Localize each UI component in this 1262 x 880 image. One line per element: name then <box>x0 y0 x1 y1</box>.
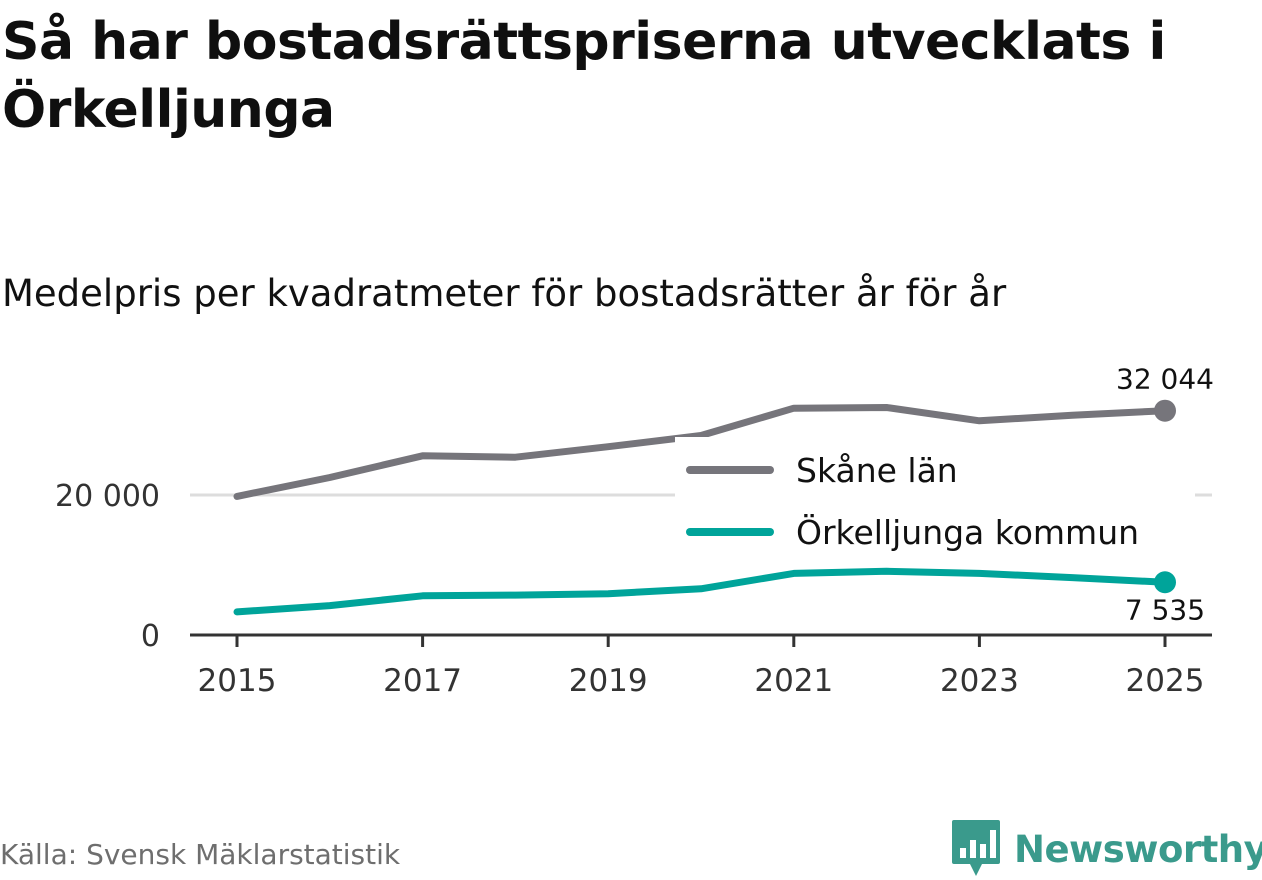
end-label-skane: 32 044 <box>1116 363 1214 396</box>
series-end-dot-0 <box>1154 399 1176 422</box>
x-tick-label: 2019 <box>569 663 648 699</box>
x-tick-label: 2017 <box>383 663 462 699</box>
x-tick-label: 2021 <box>754 663 833 699</box>
series-line-1 <box>233 567 1169 616</box>
brand: Newsworthy <box>950 818 1262 880</box>
chart-title: Så har bostadsrättspriserna utvecklats i… <box>2 12 1166 140</box>
line-chart: 0 20 000 Skåne län Örkelljunga kommun 32 0… <box>55 363 1214 699</box>
x-tick-label: 2023 <box>940 663 1019 699</box>
legend-label: Örkelljunga kommun <box>796 512 1139 552</box>
end-label-orkelljunga: 7 535 <box>1125 593 1205 626</box>
y-tick-label: 20 000 <box>55 479 160 514</box>
x-tick-label: 2025 <box>1126 663 1205 699</box>
brand-name: Newsworthy <box>1014 827 1262 871</box>
chart-subtitle: Medelpris per kvadratmeter för bostadsrä… <box>2 272 1007 315</box>
series-end-dot-1 <box>1154 571 1176 594</box>
legend-background <box>675 437 1195 567</box>
series-line-0 <box>233 404 1169 500</box>
series-layer <box>233 399 1176 616</box>
y-tick-label: 0 <box>141 619 160 654</box>
source-note: Källa: Svensk Mäklarstatistik <box>0 838 401 871</box>
x-axis: 2015 2017 2019 2021 2023 2025 <box>190 633 1212 699</box>
x-tick-label: 2015 <box>198 663 277 699</box>
legend: Skåne län Örkelljunga kommun <box>675 437 1195 567</box>
end-labels: 32 044 7 535 <box>1116 363 1214 627</box>
legend-label: Skåne län <box>796 451 958 490</box>
newsworthy-chart-logo <box>952 820 1000 876</box>
